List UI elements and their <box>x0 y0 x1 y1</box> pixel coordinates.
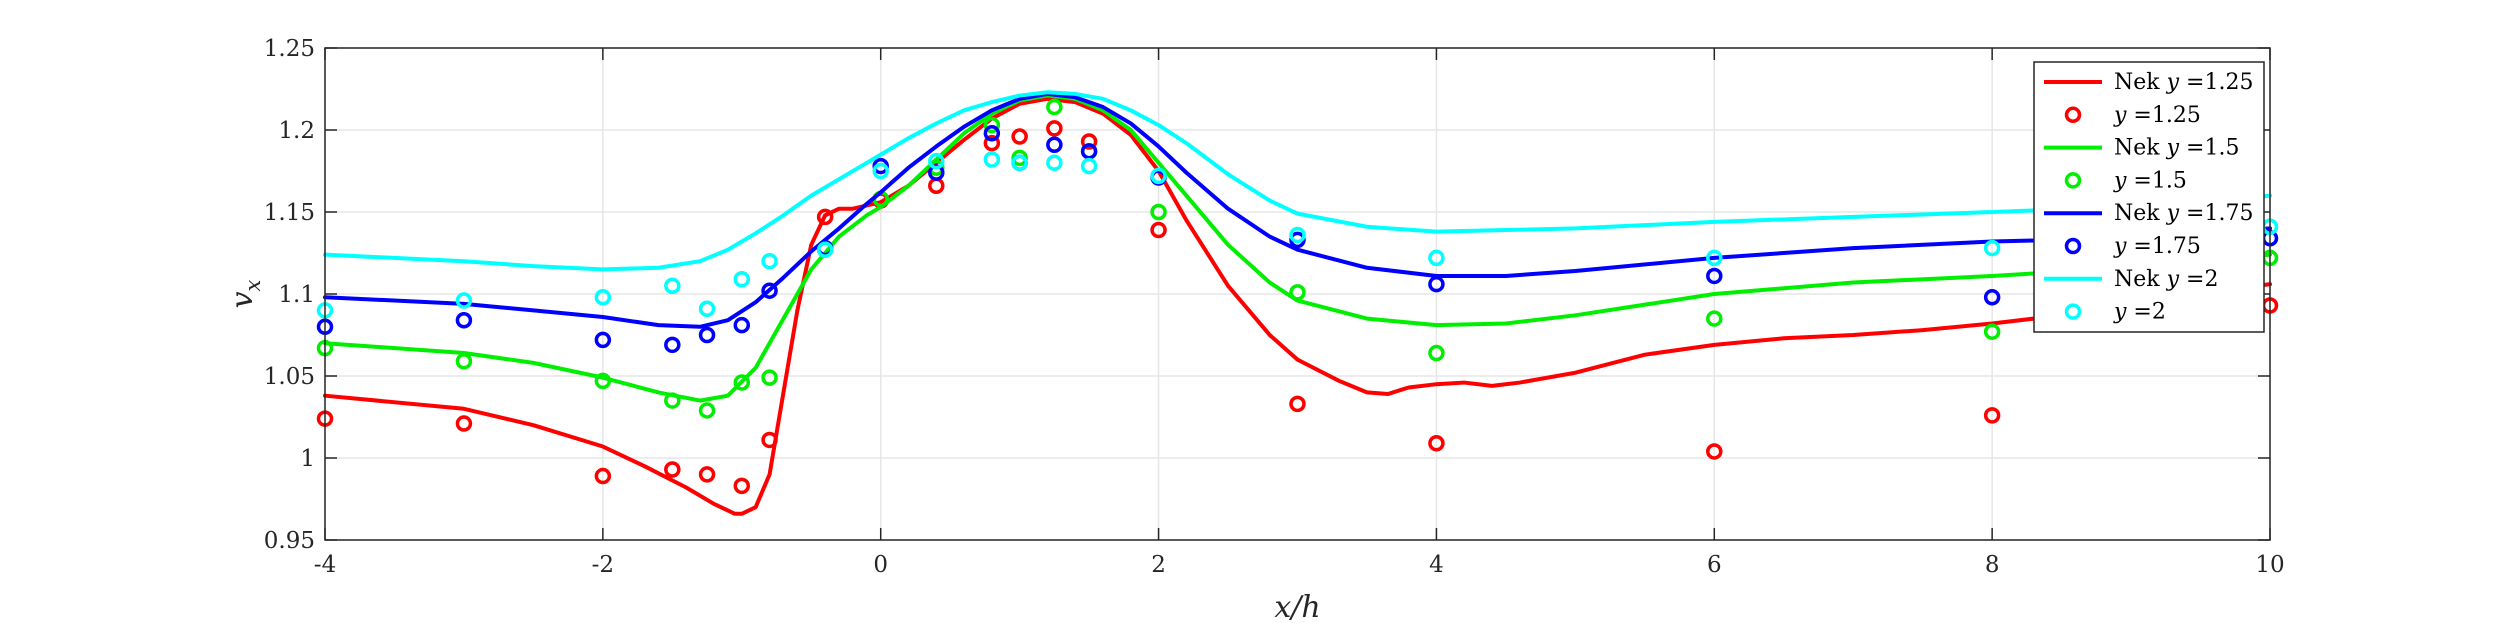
grid <box>324 47 2271 541</box>
x-tick-label-1: -2 <box>592 552 614 578</box>
series-7-point-5 <box>733 270 751 288</box>
series-3-point-14 <box>1150 203 1167 221</box>
series-5-point-13 <box>1080 143 1098 160</box>
series-1-point-18 <box>1983 407 2001 424</box>
legend-label-3: y =1.5 <box>2113 168 2187 193</box>
series-5-point-3 <box>664 336 681 354</box>
series-7-point-14 <box>1150 167 1167 185</box>
legend-label-7: y =2 <box>2113 300 2166 325</box>
series-7-point-3 <box>664 277 681 295</box>
plot-area <box>316 90 2279 516</box>
series-1-point-4 <box>698 466 716 483</box>
series-5-point-5 <box>733 316 751 334</box>
legend-swatch-7 <box>2064 303 2082 320</box>
series-7-point-6 <box>761 252 778 270</box>
series-line-6 <box>323 90 2272 272</box>
series-5-point-6 <box>761 282 778 299</box>
y-tick-label-2: 1.05 <box>264 364 315 390</box>
y-tick-label-6: 1.25 <box>264 36 315 62</box>
y-tick-label-1: 1 <box>300 446 315 472</box>
series-1-point-7 <box>816 208 834 226</box>
series-3-point-10 <box>983 116 1001 134</box>
series-1-point-14 <box>1150 221 1167 239</box>
series-5-point-10 <box>983 125 1001 142</box>
series-5-point-17 <box>1706 267 1723 285</box>
series-1-point-2 <box>594 467 612 485</box>
y-axis-label: vx <box>225 279 265 308</box>
series-1-point-5 <box>733 477 751 495</box>
series-7-point-12 <box>1046 154 1063 172</box>
series-3-point-4 <box>698 402 716 419</box>
x-tick-label-6: 8 <box>1985 552 2000 578</box>
series-1-point-13 <box>1080 133 1098 150</box>
y-tick-label-4: 1.15 <box>264 200 315 226</box>
series-3-point-15 <box>1289 284 1306 301</box>
x-tick-label-2: 0 <box>873 552 888 578</box>
legend-swatch-5 <box>2064 237 2082 255</box>
axes: -4 -2 0 2 4 6 8 10 0.95 1 1.05 1.1 1.15 1.2 1.25 x/h vx <box>225 36 2285 625</box>
series-3-point-2 <box>594 372 612 390</box>
series-3-point-1 <box>455 352 473 370</box>
legend: Nek y =1.25 y =1.25 Nek y =1.5 y =1.5 Nek y … <box>2033 61 2265 333</box>
series-5-point-12 <box>1046 136 1063 154</box>
y-tick-label-3: 1.1 <box>278 282 315 308</box>
series-7-point-15 <box>1289 226 1306 244</box>
series-7-point-1 <box>455 292 473 309</box>
series-3-point-17 <box>1706 310 1723 327</box>
series-3-point-18 <box>1983 323 2001 340</box>
series-3-point-16 <box>1428 344 1445 362</box>
x-tick-label-7: 10 <box>2255 552 2284 578</box>
series-1-point-10 <box>983 134 1001 152</box>
series-3-point-3 <box>664 392 681 409</box>
series-1-point-17 <box>1706 443 1723 460</box>
legend-label-2: Nek y =1.5 <box>2114 136 2239 161</box>
legend-swatch-3 <box>2064 172 2082 189</box>
series-7-point-10 <box>983 151 1001 168</box>
x-tick-label-4: 4 <box>1429 552 1444 578</box>
series-5-point-4 <box>698 326 716 344</box>
y-tick-label-0: 0.95 <box>264 528 315 554</box>
series-1-point-16 <box>1428 434 1445 452</box>
legend-label-5: y =1.75 <box>2113 234 2201 259</box>
series-7-point-11 <box>1011 154 1028 172</box>
series-1-point-11 <box>1011 128 1028 145</box>
series-1-point-12 <box>1046 120 1063 137</box>
series-7-point-9 <box>928 152 945 170</box>
series-line-4 <box>323 91 2272 329</box>
series-5-point-1 <box>455 311 473 329</box>
y-tick-label-5: 1.2 <box>278 118 315 144</box>
legend-label-0: Nek y =1.25 <box>2114 70 2253 95</box>
series-7-point-7 <box>816 241 834 258</box>
series-7-point-4 <box>698 300 716 318</box>
x-axis-label: x/h <box>1274 590 1320 625</box>
series-5-point-2 <box>594 331 612 349</box>
series-1-point-6 <box>761 431 778 449</box>
series-7-point-8 <box>872 162 889 180</box>
series-line-0 <box>323 96 2272 516</box>
series-3-point-6 <box>761 369 778 386</box>
x-tick-label-3: 2 <box>1151 552 1166 578</box>
series-1-point-15 <box>1289 395 1306 413</box>
series-7-point-2 <box>594 289 612 306</box>
legend-label-6: Nek y =2 <box>2114 267 2218 292</box>
x-tick-label-0: -4 <box>314 552 336 578</box>
series-5-point-18 <box>1983 289 2001 306</box>
series-7-point-16 <box>1428 249 1445 267</box>
series-1-point-3 <box>664 461 681 478</box>
series-1-point-1 <box>455 415 473 432</box>
legend-label-1: y =1.25 <box>2113 103 2201 128</box>
x-tick-label-5: 6 <box>1707 552 1722 578</box>
series-3-point-5 <box>733 374 751 391</box>
legend-label-4: Nek y =1.75 <box>2114 201 2253 226</box>
legend-swatch-1 <box>2064 106 2082 124</box>
series-7-point-17 <box>1706 249 1723 267</box>
series-7-point-18 <box>1983 239 2001 257</box>
series-7-point-13 <box>1080 157 1098 175</box>
series-5-point-16 <box>1428 275 1445 293</box>
series-3-point-12 <box>1046 98 1063 116</box>
